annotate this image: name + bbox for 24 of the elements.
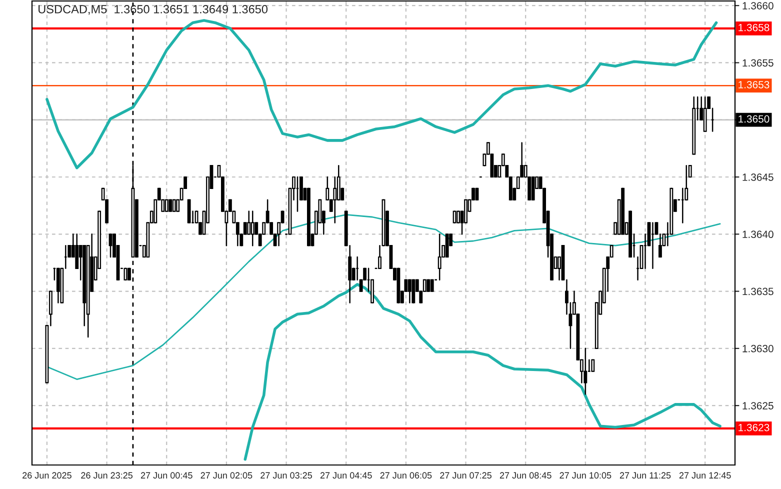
ref-line-label: 1.3653 — [738, 80, 770, 88]
x-tick-label: 27 Jun 06:05 — [380, 472, 432, 479]
x-tick-label: 27 Jun 03:25 — [260, 472, 312, 479]
y-tick-label: 1.3660 — [742, 2, 774, 10]
x-tick-label: 27 Jun 07:25 — [440, 472, 492, 479]
x-tick-label: 27 Jun 02:05 — [200, 472, 252, 479]
ref-line-label: 1.3658 — [738, 24, 770, 32]
y-tick-label: 1.3630 — [742, 344, 774, 352]
x-tick-label: 27 Jun 12:45 — [679, 472, 731, 479]
ref-line-label: 1.3623 — [738, 424, 770, 432]
chart-title: USDCAD,M5 1.3650 1.3651 1.3649 1.3650 — [38, 5, 268, 15]
x-tick-label: 27 Jun 08:45 — [500, 472, 552, 479]
x-tick-label: 26 Jun 2025 — [22, 472, 72, 479]
y-tick-label: 1.3645 — [742, 174, 774, 181]
x-tick-label: 26 Jun 23:25 — [81, 472, 133, 479]
y-tick-label: 1.3640 — [742, 230, 774, 238]
y-tick-label: 1.3625 — [742, 402, 774, 410]
y-tick-label: 1.3635 — [742, 288, 774, 296]
x-tick-label: 27 Jun 04:45 — [320, 472, 372, 479]
x-tick-label: 27 Jun 11:25 — [620, 472, 671, 479]
ref-line-label: 1.3650 — [738, 115, 770, 123]
x-tick-label: 27 Jun 00:45 — [140, 472, 192, 479]
y-tick-label: 1.3655 — [742, 59, 774, 67]
x-tick-label: 27 Jun 10:05 — [560, 472, 612, 479]
